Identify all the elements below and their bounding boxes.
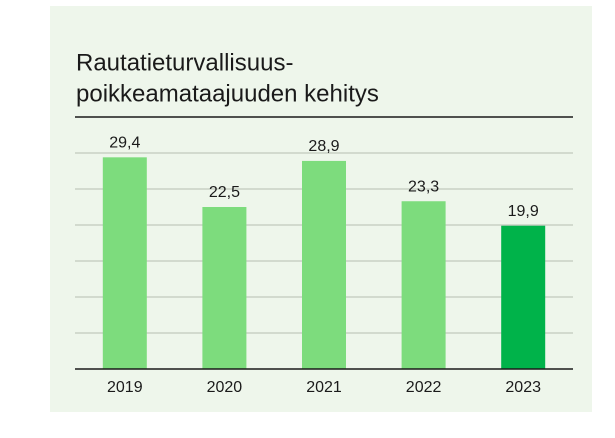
bar [302,160,346,369]
data-label: 29,4 [109,135,140,152]
x-tick-label: 2023 [505,379,541,396]
chart-title-line: poikkeamataajuuden kehitys [76,80,379,107]
bar [401,201,446,369]
x-tick-label: 2019 [107,379,143,396]
data-label: 28,9 [308,138,339,155]
data-label: 23,3 [408,178,439,195]
data-label: 22,5 [209,184,240,201]
x-tick-label: 2020 [207,379,243,396]
x-tick-label: 2022 [406,379,442,396]
bar [202,207,247,369]
x-tick-label: 2021 [306,379,342,396]
chart-title-line: Rautatieturvallisuus- [76,49,293,76]
data-label: 19,9 [508,203,539,220]
bar [501,225,546,369]
bar [102,157,147,369]
